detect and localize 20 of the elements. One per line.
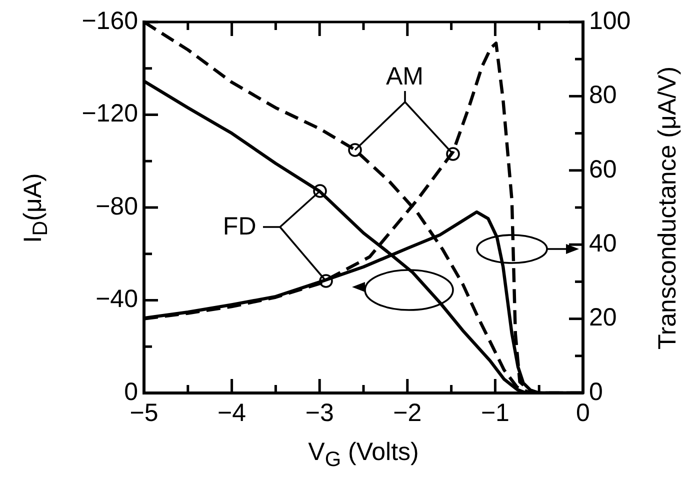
x-tick-label: −4 [218, 398, 246, 427]
y-tick-label: −160 [82, 6, 138, 35]
x-tick-label: −3 [305, 398, 334, 427]
y2-tick-label: 80 [589, 81, 617, 110]
x-axis-title: V$_{G}$ (Volts) [308, 438, 419, 472]
y2-tick-label: 100 [589, 6, 631, 35]
y2-tick-label: 40 [589, 229, 617, 258]
y-tick-label: −120 [82, 100, 138, 128]
x-tick-label: −1 [480, 398, 510, 427]
y-tick-label: 0 [124, 378, 138, 406]
y2-tick-label: 60 [589, 155, 617, 184]
annotation: FD [222, 212, 256, 242]
y2-tick-label: 20 [589, 304, 617, 332]
y2-tick-label: 0 [589, 378, 603, 406]
y-tick-label: −80 [96, 192, 138, 220]
annotation: AM [386, 62, 424, 92]
x-tick-label: −2 [393, 398, 422, 427]
y-tick-label: −40 [96, 285, 138, 314]
x-tick-label: 0 [576, 398, 590, 427]
y2-axis-title: Transconductance (μA/V) [654, 66, 682, 350]
